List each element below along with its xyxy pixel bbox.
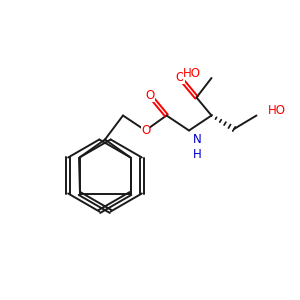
Text: N
H: N H [193, 133, 201, 161]
Text: O: O [146, 89, 154, 102]
Text: O: O [141, 124, 150, 137]
Text: HO: HO [268, 104, 286, 118]
Text: O: O [176, 71, 184, 84]
Text: HO: HO [183, 67, 201, 80]
